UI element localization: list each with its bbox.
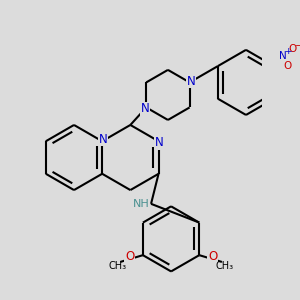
Text: N: N <box>279 51 287 61</box>
Text: O: O <box>208 250 217 263</box>
Text: +: + <box>284 46 292 56</box>
Text: N: N <box>187 75 195 88</box>
Text: O: O <box>284 61 292 71</box>
Text: N: N <box>141 102 149 115</box>
Text: O: O <box>125 250 134 263</box>
Text: NH: NH <box>133 199 149 209</box>
Text: CH₃: CH₃ <box>215 261 233 271</box>
Text: N: N <box>155 136 164 149</box>
Text: −: − <box>295 41 300 51</box>
Text: N: N <box>99 133 107 146</box>
Text: CH₃: CH₃ <box>109 261 127 271</box>
Text: O: O <box>289 44 297 54</box>
